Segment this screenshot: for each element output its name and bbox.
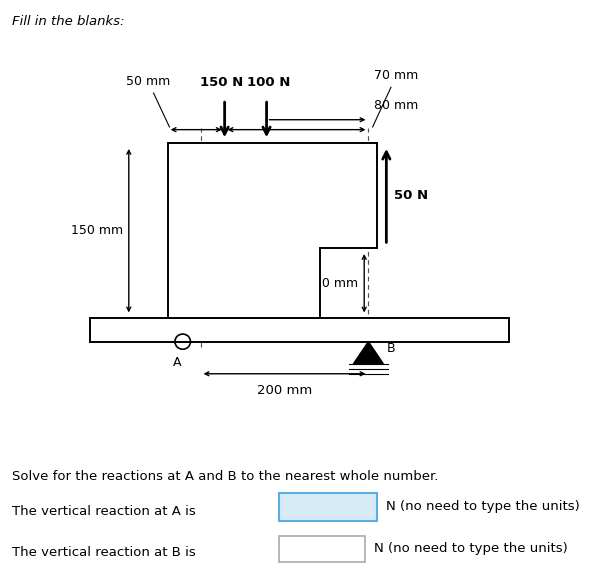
Text: 100 mm: 100 mm <box>306 277 358 290</box>
Bar <box>279 536 365 562</box>
Bar <box>279 493 377 521</box>
Text: A: A <box>173 356 181 369</box>
Text: N (no need to type the units): N (no need to type the units) <box>386 500 580 513</box>
Text: The vertical reaction at A is: The vertical reaction at A is <box>12 505 196 518</box>
Text: Fill in the blanks:: Fill in the blanks: <box>12 15 125 27</box>
Text: Solve for the reactions at A and B to the nearest whole number.: Solve for the reactions at A and B to th… <box>12 470 438 483</box>
Text: 50 N: 50 N <box>394 189 428 202</box>
Text: 100 N: 100 N <box>247 76 290 89</box>
Text: The vertical reaction at B is: The vertical reaction at B is <box>12 546 196 559</box>
Text: 200 mm: 200 mm <box>257 384 312 397</box>
Text: 70 mm: 70 mm <box>373 69 419 127</box>
Text: B: B <box>386 342 395 355</box>
Text: 150 mm: 150 mm <box>71 224 123 237</box>
Text: 80 mm: 80 mm <box>374 99 419 112</box>
Text: 50 mm: 50 mm <box>126 75 170 127</box>
Text: N (no need to type the units): N (no need to type the units) <box>374 542 568 555</box>
Polygon shape <box>353 342 383 364</box>
Polygon shape <box>168 143 377 318</box>
Bar <box>90 318 509 342</box>
Text: 150 N: 150 N <box>200 76 243 89</box>
